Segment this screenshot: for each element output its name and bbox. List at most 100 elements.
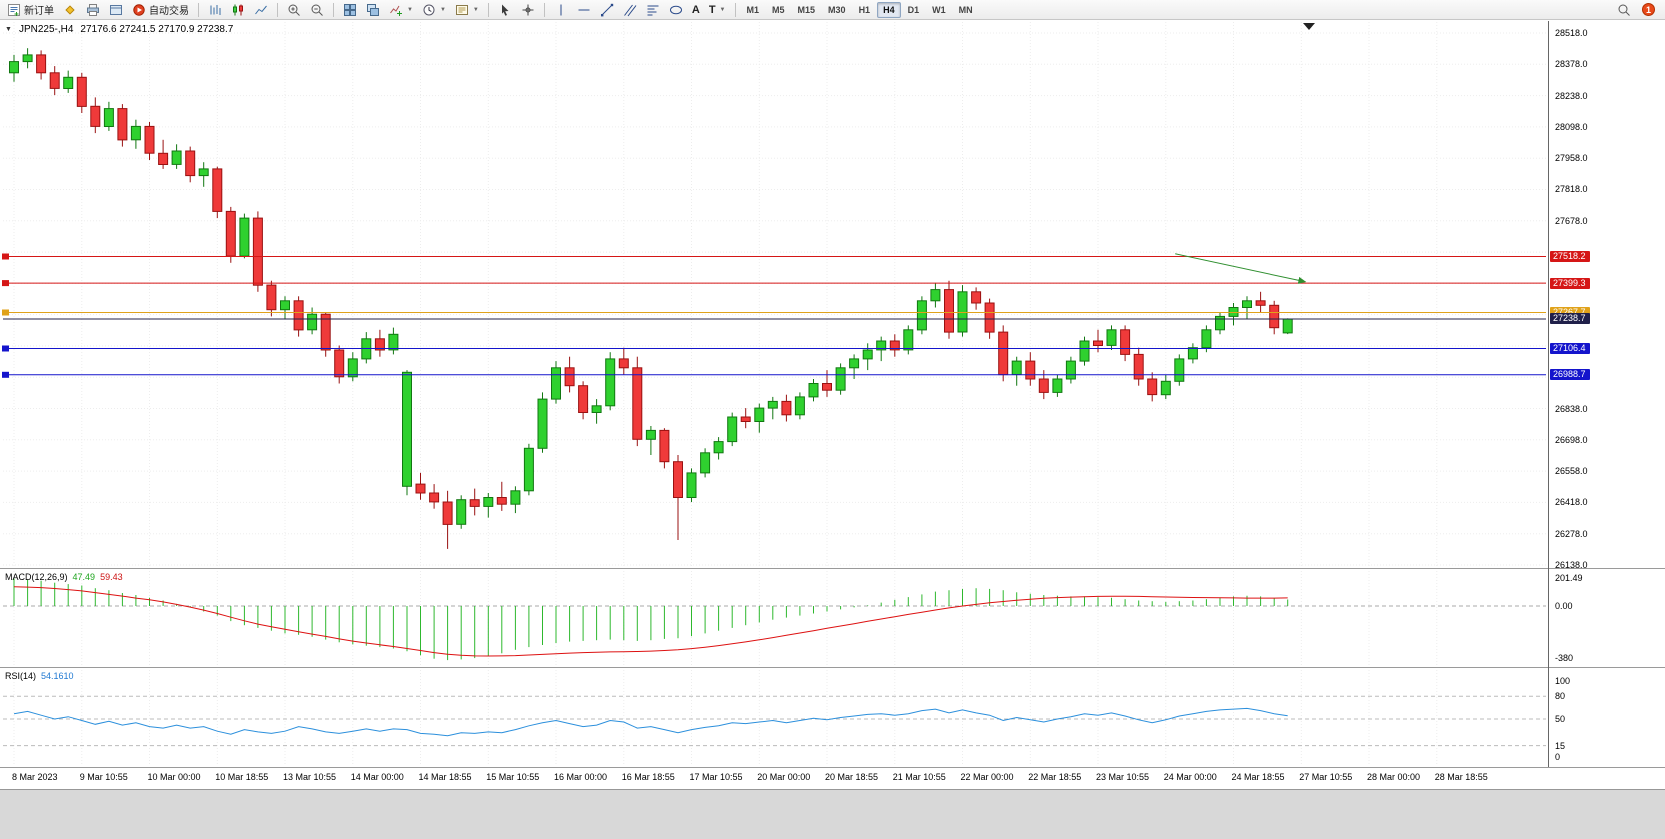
timeframe-mn[interactable]: MN: [958, 4, 973, 15]
time-label: 21 Mar 10:55: [892, 772, 946, 782]
fibonacci-icon: [647, 5, 659, 15]
timeframe-h1[interactable]: H1: [858, 4, 871, 15]
grid-layer: [3, 22, 1546, 766]
time-label: 8 Mar 2023: [12, 772, 58, 782]
timeframe-h4[interactable]: H4: [877, 1, 901, 18]
new-order-button[interactable]: 新订单: [3, 1, 58, 19]
profile-button[interactable]: [105, 1, 127, 19]
trendline-button[interactable]: [596, 1, 618, 19]
tile-windows-button[interactable]: [339, 1, 361, 19]
toolbar-separator: [198, 2, 199, 17]
price-badge: 27106.4: [1550, 343, 1590, 355]
add-indicator-button[interactable]: ▼: [385, 1, 417, 19]
search-icon: [1618, 4, 1630, 16]
cascade-windows-button[interactable]: [362, 1, 384, 19]
hlines-layer: [2, 253, 1546, 378]
print-button[interactable]: [82, 1, 104, 19]
template-icon: [455, 4, 468, 15]
time-label: 17 Mar 10:55: [689, 772, 743, 782]
time-label: 22 Mar 00:00: [960, 772, 1014, 782]
bar-chart-button[interactable]: [204, 1, 226, 19]
notification-count: 1: [1645, 4, 1651, 15]
rsi-layer: [3, 695, 1546, 747]
tile-windows-icon: [344, 3, 356, 16]
time-label: 24 Mar 00:00: [1163, 772, 1217, 782]
time-label: 9 Mar 10:55: [79, 772, 128, 782]
arrows-tool-button[interactable]: T ▼: [705, 1, 730, 19]
time-axis[interactable]: 8 Mar 2023 9 Mar 10:55 10 Mar 00:00 10 Mar …: [0, 768, 1665, 788]
shapes-button[interactable]: [665, 1, 687, 19]
price-badge: 27518.2: [1550, 250, 1590, 262]
channel-button[interactable]: [619, 1, 641, 19]
search-button[interactable]: [1613, 1, 1635, 19]
line-chart-button[interactable]: [250, 1, 272, 19]
candlestick-icon: [233, 4, 243, 15]
time-label: 20 Mar 00:00: [757, 772, 811, 782]
main-toolbar: 新订单 自动交易 ▼ ▼ ▼: [0, 0, 1665, 20]
auto-trading-button[interactable]: 自动交易: [128, 1, 193, 19]
timeframe-d1[interactable]: D1: [907, 4, 920, 15]
toolbar-separator: [277, 2, 278, 17]
time-label: 15 Mar 10:55: [486, 772, 540, 782]
timeframe-m30[interactable]: M30: [828, 4, 846, 15]
chevron-down-icon: ▼: [439, 6, 446, 13]
toolbar-separator: [487, 2, 489, 17]
chevron-down-icon: ▼: [719, 6, 726, 13]
candlestick-chart-button[interactable]: [227, 1, 249, 19]
new-order-label: 新订单: [24, 6, 54, 17]
time-label: 16 Mar 00:00: [554, 772, 608, 782]
timeframe-w1[interactable]: W1: [932, 4, 946, 15]
trend-arrow-object: [1175, 253, 1307, 284]
period-button[interactable]: ▼: [418, 1, 450, 19]
time-label: 23 Mar 10:55: [1096, 772, 1150, 782]
crosshair-icon: [522, 4, 534, 15]
text-tool-button[interactable]: A: [688, 1, 704, 19]
text-tool-icon: A: [691, 3, 700, 16]
cascade-windows-icon: [367, 3, 379, 16]
trendline-icon: [600, 3, 614, 16]
crosshair-button[interactable]: [517, 1, 539, 19]
macd-layer: [3, 578, 1546, 661]
rsi-scale-label: 15: [1555, 740, 1566, 751]
macd-scale-label: 201.49: [1555, 573, 1583, 584]
channel-icon: [623, 4, 637, 16]
cursor-button[interactable]: [494, 1, 516, 19]
horizontal-line-button[interactable]: [573, 1, 595, 19]
timeframe-m5[interactable]: M5: [772, 4, 785, 15]
zoom-in-button[interactable]: [283, 1, 305, 19]
rsi-scale-label: 80: [1555, 691, 1566, 702]
price-label: 27818.0: [1555, 184, 1588, 195]
price-label: 28378.0: [1555, 59, 1588, 70]
time-label: 10 Mar 00:00: [147, 772, 201, 782]
price-label: 26278.0: [1555, 528, 1588, 539]
vertical-line-button[interactable]: [550, 1, 572, 19]
line-chart-icon: [255, 5, 267, 14]
window-icon: [110, 4, 122, 15]
chevron-down-icon: ▼: [472, 6, 479, 13]
time-label: 20 Mar 18:55: [825, 772, 879, 782]
zoom-out-icon: [311, 4, 323, 16]
price-axis[interactable]: 28518.0 28378.0 28238.0 28098.0 27958.0 27818…: [1550, 20, 1665, 768]
fibonacci-button[interactable]: [642, 1, 664, 19]
price-badge: 26988.7: [1550, 369, 1590, 381]
time-label: 28 Mar 00:00: [1367, 772, 1421, 782]
timeframe-m15[interactable]: M15: [797, 4, 816, 15]
zoom-in-icon: [288, 4, 300, 16]
toolbar-separator: [734, 2, 736, 17]
chart-window-button[interactable]: [59, 1, 81, 19]
rsi-scale-label: 100: [1555, 676, 1571, 686]
notification-badge[interactable]: 1: [1642, 3, 1655, 16]
time-label: 24 Mar 18:55: [1231, 772, 1285, 782]
chevron-down-icon: ▼: [407, 6, 413, 13]
timeframe-m1[interactable]: M1: [746, 4, 760, 15]
price-badge: 27238.7: [1550, 313, 1590, 325]
price-label: 26138.0: [1555, 560, 1588, 570]
price-badge: 27399.3: [1550, 277, 1590, 289]
template-button[interactable]: ▼: [451, 1, 483, 19]
zoom-out-button[interactable]: [306, 1, 328, 19]
price-label: 28238.0: [1555, 90, 1588, 101]
time-label: 22 Mar 18:55: [1028, 772, 1082, 782]
chart-shift-marker: [1303, 23, 1315, 30]
time-label: 14 Mar 00:00: [350, 772, 404, 782]
